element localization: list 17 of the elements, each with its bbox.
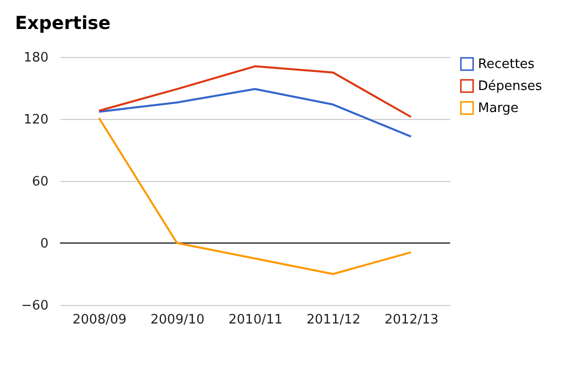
x-tick-label: 2009/10 <box>150 312 205 328</box>
y-tick-label: 180 <box>24 50 48 66</box>
y-tick-label: 0 <box>40 236 48 252</box>
chart-title: Expertise <box>15 13 111 34</box>
legend-label: Marge <box>478 101 519 116</box>
y-tick-label: −60 <box>21 298 48 314</box>
line-series <box>98 116 412 275</box>
x-tick-label: 2010/11 <box>228 312 283 328</box>
line-series <box>98 65 412 118</box>
legend-label: Recettes <box>478 57 535 72</box>
legend-label: Dépenses <box>478 79 542 94</box>
x-tick-label: 2011/12 <box>306 312 361 328</box>
y-tick-label: 60 <box>32 174 48 190</box>
x-tick-label: 2008/09 <box>72 312 127 328</box>
x-tick-label: 2012/13 <box>384 312 439 328</box>
line-series <box>98 88 412 138</box>
y-tick-label: 120 <box>24 112 48 128</box>
